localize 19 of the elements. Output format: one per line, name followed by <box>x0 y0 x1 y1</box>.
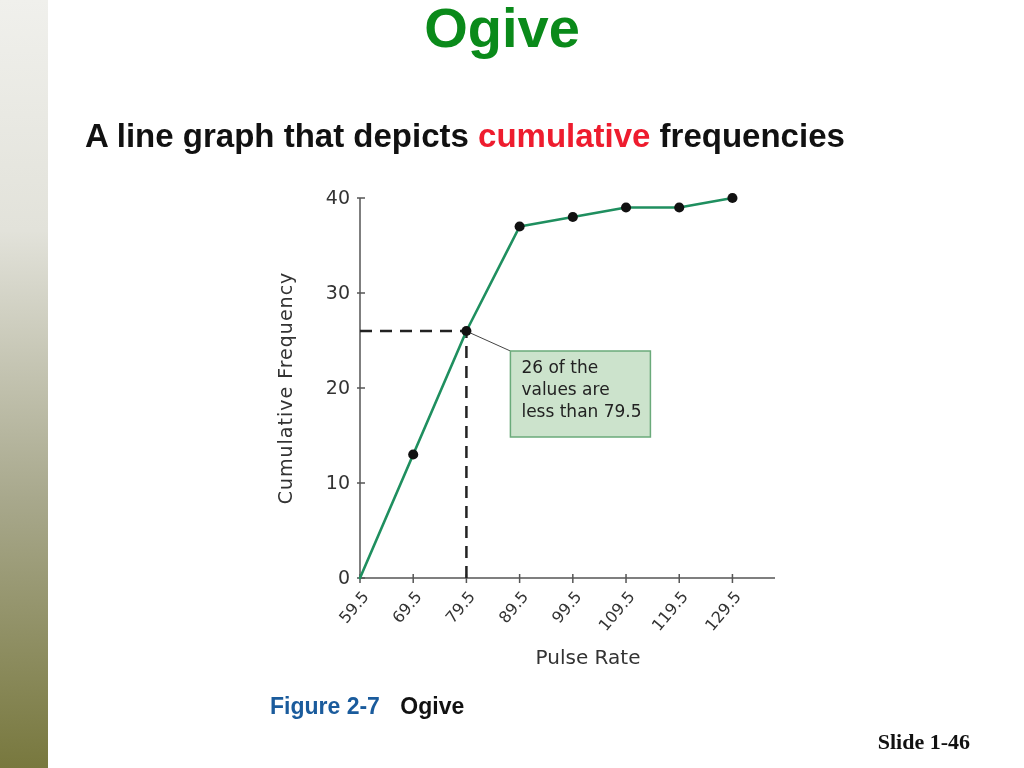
text: Slide 1-46 <box>877 729 970 754</box>
y-axis-title: Cumulative Frequency <box>274 271 296 505</box>
point <box>727 192 738 204</box>
annotation: 26 of the values are less than 79.5 <box>521 357 642 421</box>
caption: Figure 2-7 Ogive <box>270 693 465 719</box>
point <box>408 449 419 460</box>
y-tick-label: 10 <box>325 470 350 493</box>
point <box>461 325 472 337</box>
chart-title: Ogive <box>424 0 580 59</box>
point <box>620 202 632 213</box>
x-axis-title: Pulse Rate <box>535 645 641 669</box>
y-tick-label: 30 <box>325 280 350 303</box>
point <box>567 211 578 223</box>
point <box>514 221 525 232</box>
point <box>674 202 685 213</box>
y-tick-label: 20 <box>325 375 350 398</box>
y-tick-label: 40 <box>325 185 350 208</box>
y-tick-label: 0 <box>337 565 350 588</box>
chart-subtitle: A line graph that depicts cumulative frequencies <box>85 117 845 154</box>
